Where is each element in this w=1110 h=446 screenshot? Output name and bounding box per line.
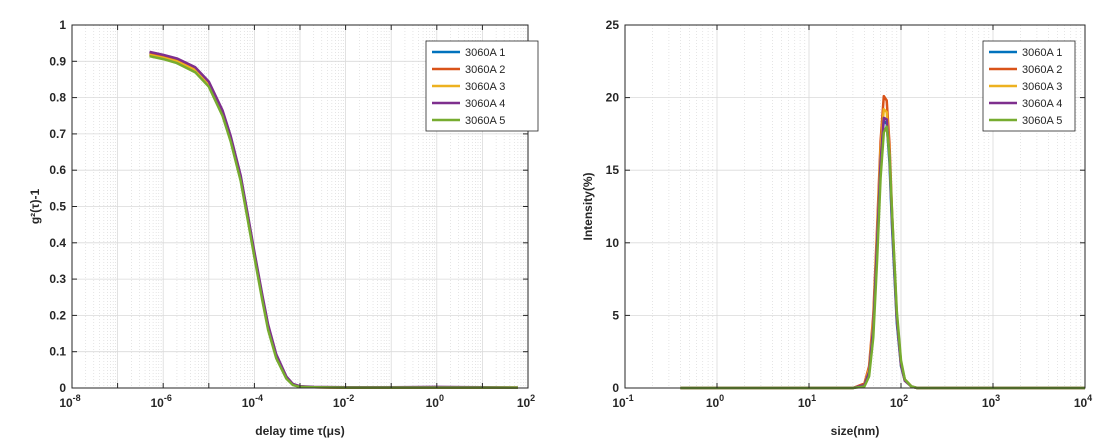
y-tick-label: 0.3 [49,272,66,286]
x-tick-label: 100 [426,393,444,410]
legend-label: 3060A 4 [465,98,505,110]
x-tick-label: 102 [890,393,908,410]
chart-size-distribution: 10-1 100 101 102 103 104 0 5 10 15 20 25 size(nm) Int… [581,18,1092,438]
legend-label: 3060A 1 [1022,47,1062,59]
x-tick-label: 10-8 [59,393,80,410]
legend: 3060A 1 3060A 2 3060A 3 3060A 4 3060A 5 [425,40,539,132]
x-axis-label: delay time τ(μs) [255,424,344,438]
y-tick-label: 0 [612,381,619,395]
legend-label: 3060A 1 [465,47,505,59]
x-tick-label: 10-2 [333,393,354,410]
y-axis-label: g²(τ)-1 [28,189,42,225]
legend-label: 3060A 5 [1022,115,1062,127]
x-tick-label: 10-6 [151,393,172,410]
y-tick-label: 20 [606,91,620,105]
y-tick-label: 0.8 [49,91,66,105]
x-tick-label: 10-4 [242,393,263,410]
y-tick-label: 1 [59,18,66,32]
tick-marks [624,24,1086,389]
y-tick-label: 0.6 [49,163,66,177]
y-tick-label: 0.1 [49,345,66,359]
x-tick-label: 101 [798,393,816,410]
y-axis-label: Intensity(%) [581,172,595,240]
x-tick-label: 104 [1074,393,1092,410]
y-tick-label: 5 [612,308,619,322]
y-tick-label: 15 [606,163,620,177]
legend-label: 3060A 3 [465,81,505,93]
legend-label: 3060A 2 [465,64,505,76]
legend: 3060A 1 3060A 2 3060A 3 3060A 4 3060A 5 [982,40,1076,132]
series-line [680,125,1085,390]
legend-label: 3060A 3 [1022,81,1062,93]
y-tick-label: 25 [606,18,620,32]
chart-autocorrelation: 10-8 10-6 10-4 10-2 100 102 0 0.1 0.2 0.3 0.4 0.5 0.… [28,18,539,438]
x-axis-label: size(nm) [831,424,880,438]
x-tick-label: 103 [982,393,1000,410]
legend-label: 3060A 5 [465,115,505,127]
legend-label: 3060A 4 [1022,98,1062,110]
y-tick-label: 0.2 [49,308,66,322]
y-tick-label: 0.7 [49,127,66,141]
tick-marks [71,24,529,389]
x-tick-label: 100 [706,393,724,410]
y-tick-label: 0 [59,381,66,395]
axes-box [624,24,1086,389]
series-lines [680,94,1085,390]
y-tick-label: 10 [606,236,620,250]
y-tick-label: 0.9 [49,54,66,68]
y-tick-label: 0.5 [49,200,66,214]
x-tick-label: 10-1 [612,393,633,410]
x-tick-label: 102 [517,393,535,410]
y-tick-label: 0.4 [49,236,66,250]
legend-label: 3060A 2 [1022,64,1062,76]
